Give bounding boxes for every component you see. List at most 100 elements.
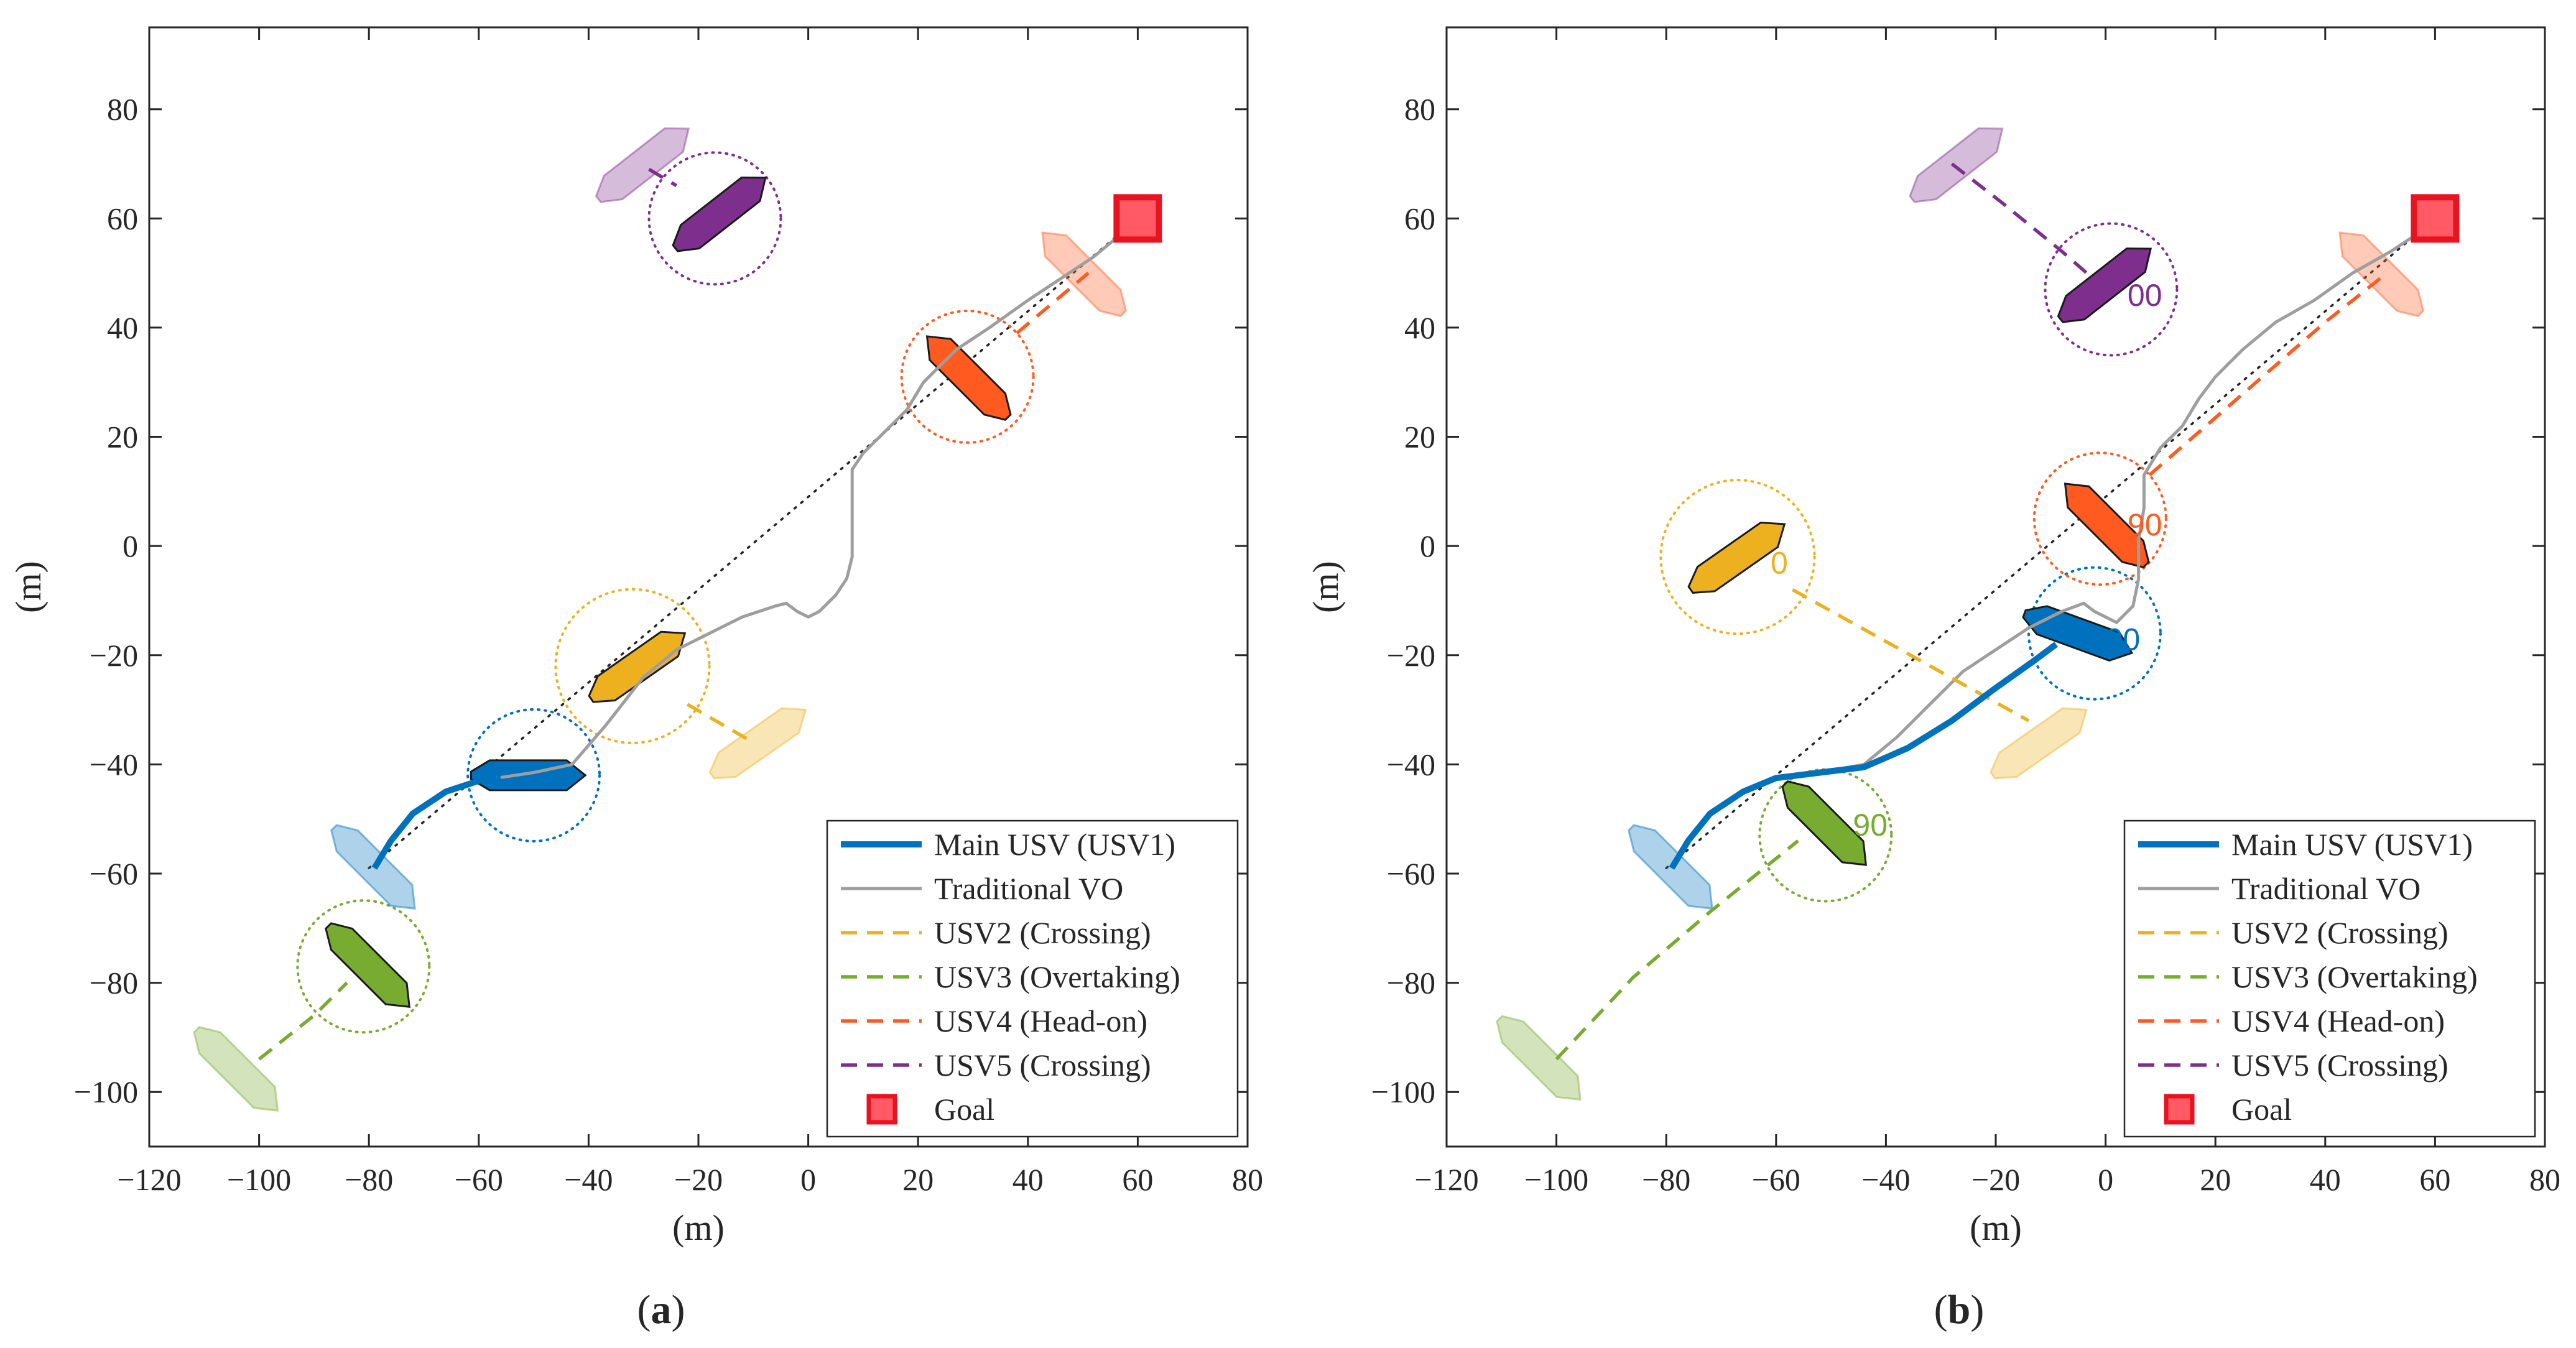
- y-tick-label: −100: [74, 1074, 138, 1109]
- annotation-usv5: 00: [2128, 278, 2162, 313]
- legend-entry-goal: Goal: [2164, 1092, 2292, 1127]
- legend-entry-usv3: USV3 (Overtaking): [2138, 959, 2478, 994]
- x-tick-label: −60: [455, 1162, 503, 1197]
- legend-label-usv2: USV2 (Crossing): [934, 915, 1151, 950]
- y-tick-label: −60: [90, 856, 138, 891]
- x-tick-label: −40: [1861, 1162, 1910, 1197]
- trajectory-usv5: [648, 167, 678, 187]
- legend-label-usv3: USV3 (Overtaking): [2231, 959, 2478, 994]
- legend-label-usv3: USV3 (Overtaking): [934, 959, 1180, 994]
- legend-entry-usv1: Main USV (USV1): [841, 827, 1175, 862]
- y-tick-label: 80: [107, 92, 138, 127]
- x-tick-label: 0: [800, 1162, 816, 1197]
- y-axis-label: (m): [1305, 561, 1346, 613]
- legend-entry-usv2: USV2 (Crossing): [2138, 915, 2449, 950]
- x-tick-label: −40: [564, 1162, 613, 1197]
- trajectory-usv2: [1791, 588, 2030, 722]
- legend-entry-goal: Goal: [866, 1092, 994, 1127]
- y-tick-label: −100: [1371, 1074, 1435, 1109]
- x-tick-label: 40: [1012, 1162, 1044, 1197]
- x-tick-label: −120: [1414, 1162, 1478, 1197]
- legend-box: [2123, 819, 2536, 1138]
- safety-circle-usv4: [900, 309, 1035, 444]
- vessel-usv3-current: [1781, 780, 1868, 866]
- legend-marker-goal: [2164, 1094, 2195, 1125]
- safety-circle-usv1: [466, 708, 601, 842]
- legend-marker-goal: [866, 1094, 897, 1125]
- annotation-usv3: 90: [1853, 808, 1888, 842]
- y-tick-label: 20: [107, 420, 138, 455]
- panel-label-a: (a): [637, 1287, 685, 1332]
- x-axis-label: (m): [1970, 1207, 2022, 1248]
- trajectory-usv4: [1016, 271, 1090, 335]
- x-tick-label: 20: [902, 1162, 934, 1197]
- x-tick-label: −100: [1524, 1162, 1588, 1197]
- y-tick-label: 20: [1404, 420, 1435, 455]
- x-tick-label: −80: [1642, 1162, 1690, 1197]
- y-tick-label: −20: [1387, 638, 1435, 673]
- legend-label-usv4: USV4 (Head-on): [934, 1004, 1147, 1038]
- annotation-usv4: 90: [2128, 507, 2162, 542]
- x-tick-label: 20: [2200, 1162, 2231, 1197]
- y-tick-label: −20: [90, 638, 138, 673]
- legend-label-usv5: USV5 (Crossing): [934, 1048, 1151, 1083]
- vessel-usv2-start: [1990, 707, 2088, 780]
- y-tick-label: 40: [107, 310, 138, 345]
- legend-entry-usv5: USV5 (Crossing): [2138, 1048, 2449, 1083]
- legend-entry-usv4: USV4 (Head-on): [2138, 1004, 2445, 1038]
- trajectory-usv2: [686, 703, 754, 744]
- legend: Main USV (USV1) Traditional VO USV2 (Cross…: [2123, 819, 2536, 1138]
- safety-circle-usv4: [2032, 451, 2167, 586]
- legend-label-usv1: Main USV (USV1): [2231, 827, 2473, 862]
- goal-marker: [1113, 194, 1162, 243]
- trajectory-usv1: [371, 775, 501, 870]
- legend-label-usv2: USV2 (Crossing): [2231, 915, 2449, 950]
- legend-entry-usv1: Main USV (USV1): [2138, 827, 2473, 862]
- legend-entry-usv3: USV3 (Overtaking): [841, 959, 1180, 994]
- y-tick-label: −40: [90, 747, 138, 782]
- safety-circle-usv2: [1659, 479, 1816, 635]
- trajectory-usv1: [1669, 642, 2059, 870]
- vessel-usv2-start: [708, 707, 807, 780]
- y-tick-label: 0: [1420, 529, 1435, 563]
- vessel-usv3-start: [193, 1026, 279, 1112]
- safety-circle-usv5: [2044, 222, 2179, 357]
- x-tick-label: −20: [1971, 1162, 2020, 1197]
- x-tick-label: 40: [2310, 1162, 2341, 1197]
- vessel-usv4-current: [2064, 482, 2150, 568]
- legend-label-usv4: USV4 (Head-on): [2231, 1004, 2445, 1038]
- y-axis-label: (m): [8, 561, 49, 613]
- panel-label-b: (b): [1934, 1287, 1985, 1332]
- y-tick-label: −80: [90, 966, 138, 1000]
- trajectory-usv4: [2148, 277, 2381, 477]
- y-tick-label: 60: [1404, 201, 1435, 236]
- vessel-usv5-current: [672, 176, 767, 252]
- trajectory-usv5: [1950, 162, 2107, 291]
- x-tick-label: 60: [2419, 1162, 2450, 1197]
- x-tick-label: −100: [227, 1162, 291, 1197]
- safety-circle-usv5: [647, 151, 782, 286]
- vessel-usv3-current: [325, 922, 410, 1008]
- legend-label-vo: Traditional VO: [934, 871, 1123, 906]
- annotation-usv2: 0: [1771, 545, 1788, 580]
- safety-circle-usv3: [296, 899, 431, 1034]
- goal-marker: [2411, 194, 2460, 243]
- x-tick-label: 0: [2098, 1162, 2113, 1197]
- y-tick-label: −40: [1387, 747, 1435, 782]
- legend-label-goal: Goal: [2231, 1092, 2292, 1127]
- legend-entry-usv2: USV2 (Crossing): [841, 915, 1151, 950]
- plot-area: [193, 127, 1139, 1112]
- legend-box: [826, 819, 1239, 1138]
- x-tick-label: −60: [1752, 1162, 1800, 1197]
- safety-circle-usv1: [2027, 566, 2162, 701]
- y-tick-label: −60: [1387, 856, 1435, 891]
- x-axis-label: (m): [672, 1207, 725, 1248]
- x-tick-label: −80: [345, 1162, 393, 1197]
- trajectory-vo: [373, 217, 1139, 869]
- legend-label-usv1: Main USV (USV1): [934, 827, 1175, 862]
- y-tick-label: 80: [1404, 92, 1435, 127]
- reference-line: [1665, 217, 2437, 869]
- vessel-usv5-current: [2057, 247, 2152, 323]
